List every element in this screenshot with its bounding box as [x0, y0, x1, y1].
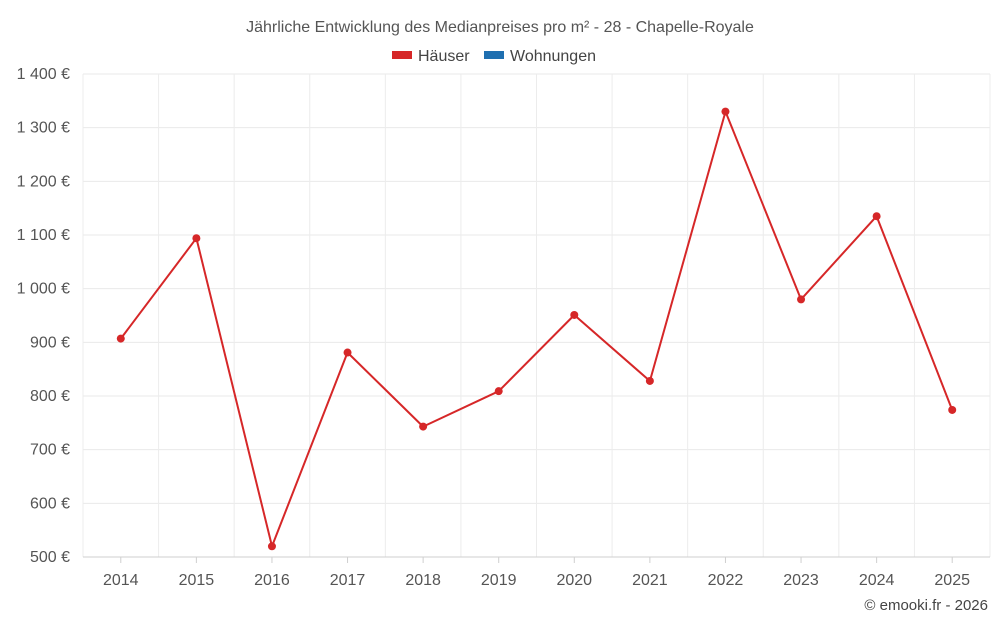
data-point-2020[interactable]: [570, 310, 579, 319]
legend: Häuser Wohnungen: [392, 48, 596, 65]
x-tick-label: 2025: [934, 572, 970, 589]
grid: [82, 73, 991, 558]
data-point-2019[interactable]: [494, 387, 503, 396]
x-tick-label: 2022: [708, 572, 744, 589]
y-tick-label: 500 €: [30, 549, 70, 566]
y-tick-label: 1 000 €: [17, 281, 70, 298]
series-haeuser: [116, 107, 957, 551]
y-tick-label: 800 €: [30, 388, 70, 405]
data-point-2015[interactable]: [192, 234, 201, 243]
x-tick-label: 2015: [179, 572, 215, 589]
x-tick-label: 2023: [783, 572, 819, 589]
data-point-2022[interactable]: [721, 107, 730, 116]
data-point-2018[interactable]: [419, 422, 428, 431]
legend-swatch-wohnungen: [484, 51, 504, 59]
x-tick-label: 2019: [481, 572, 517, 589]
data-point-2023[interactable]: [797, 295, 806, 304]
x-tick-label: 2016: [254, 572, 290, 589]
y-tick-label: 1 300 €: [17, 120, 70, 137]
y-tick-label: 900 €: [30, 334, 70, 351]
y-tick-label: 1 400 €: [17, 66, 70, 83]
credit-text: © emooki.fr - 2026: [864, 597, 988, 614]
legend-swatch-haeuser: [392, 51, 412, 59]
data-point-2024[interactable]: [872, 212, 881, 221]
y-axis: 500 € 600 € 700 € 800 € 900 € 1 000 € 1 100 € 1…: [17, 66, 70, 566]
data-point-2025[interactable]: [948, 405, 957, 414]
x-axis: 2014 2015 2016 2017 2018 2019 2020 2021 2022 2023…: [83, 556, 990, 589]
x-tick-label: 2021: [632, 572, 668, 589]
y-tick-label: 600 €: [30, 495, 70, 512]
series-line-haeuser: [120, 110, 954, 548]
data-point-2017[interactable]: [343, 348, 352, 357]
chart-title: Jährliche Entwicklung des Medianpreises …: [246, 19, 754, 36]
data-point-2021[interactable]: [645, 376, 654, 385]
legend-label-haeuser[interactable]: Häuser: [418, 48, 470, 65]
x-tick-label: 2024: [859, 572, 895, 589]
data-point-2014[interactable]: [116, 334, 125, 343]
x-tick-label: 2014: [103, 572, 139, 589]
x-tick-label: 2017: [330, 572, 366, 589]
legend-label-wohnungen[interactable]: Wohnungen: [510, 48, 596, 65]
x-tick-label: 2018: [405, 572, 441, 589]
y-tick-label: 700 €: [30, 442, 70, 459]
data-point-2016[interactable]: [267, 542, 276, 551]
x-tick-label: 2020: [556, 572, 592, 589]
y-tick-label: 1 100 €: [17, 227, 70, 244]
y-tick-label: 1 200 €: [17, 173, 70, 190]
